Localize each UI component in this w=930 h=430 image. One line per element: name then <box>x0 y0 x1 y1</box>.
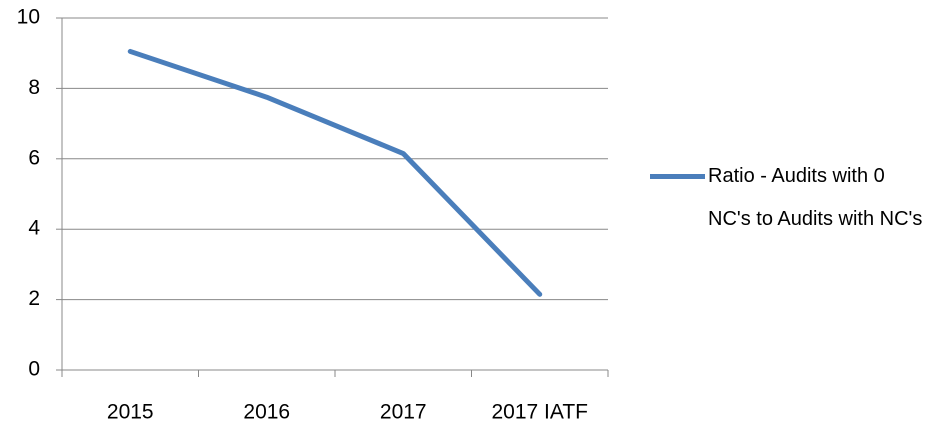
x-tick-label: 2017 <box>380 401 427 424</box>
data-line <box>127 48 543 297</box>
x-tick-label: 2016 <box>243 401 290 424</box>
x-tick-label: 2017 IATF <box>492 401 589 424</box>
legend-label: Ratio - Audits with 0 NC's to Audits wit… <box>708 165 923 230</box>
y-tick-label: 2 <box>28 287 40 310</box>
y-tick-label: 6 <box>28 146 40 169</box>
legend-swatch <box>650 174 705 179</box>
y-tick-label: 8 <box>28 76 40 99</box>
x-tick-label: 2015 <box>107 401 154 424</box>
y-tick-label: 4 <box>28 217 40 240</box>
y-tick-label: 10 <box>17 6 40 29</box>
y-tick-label: 0 <box>28 358 40 381</box>
